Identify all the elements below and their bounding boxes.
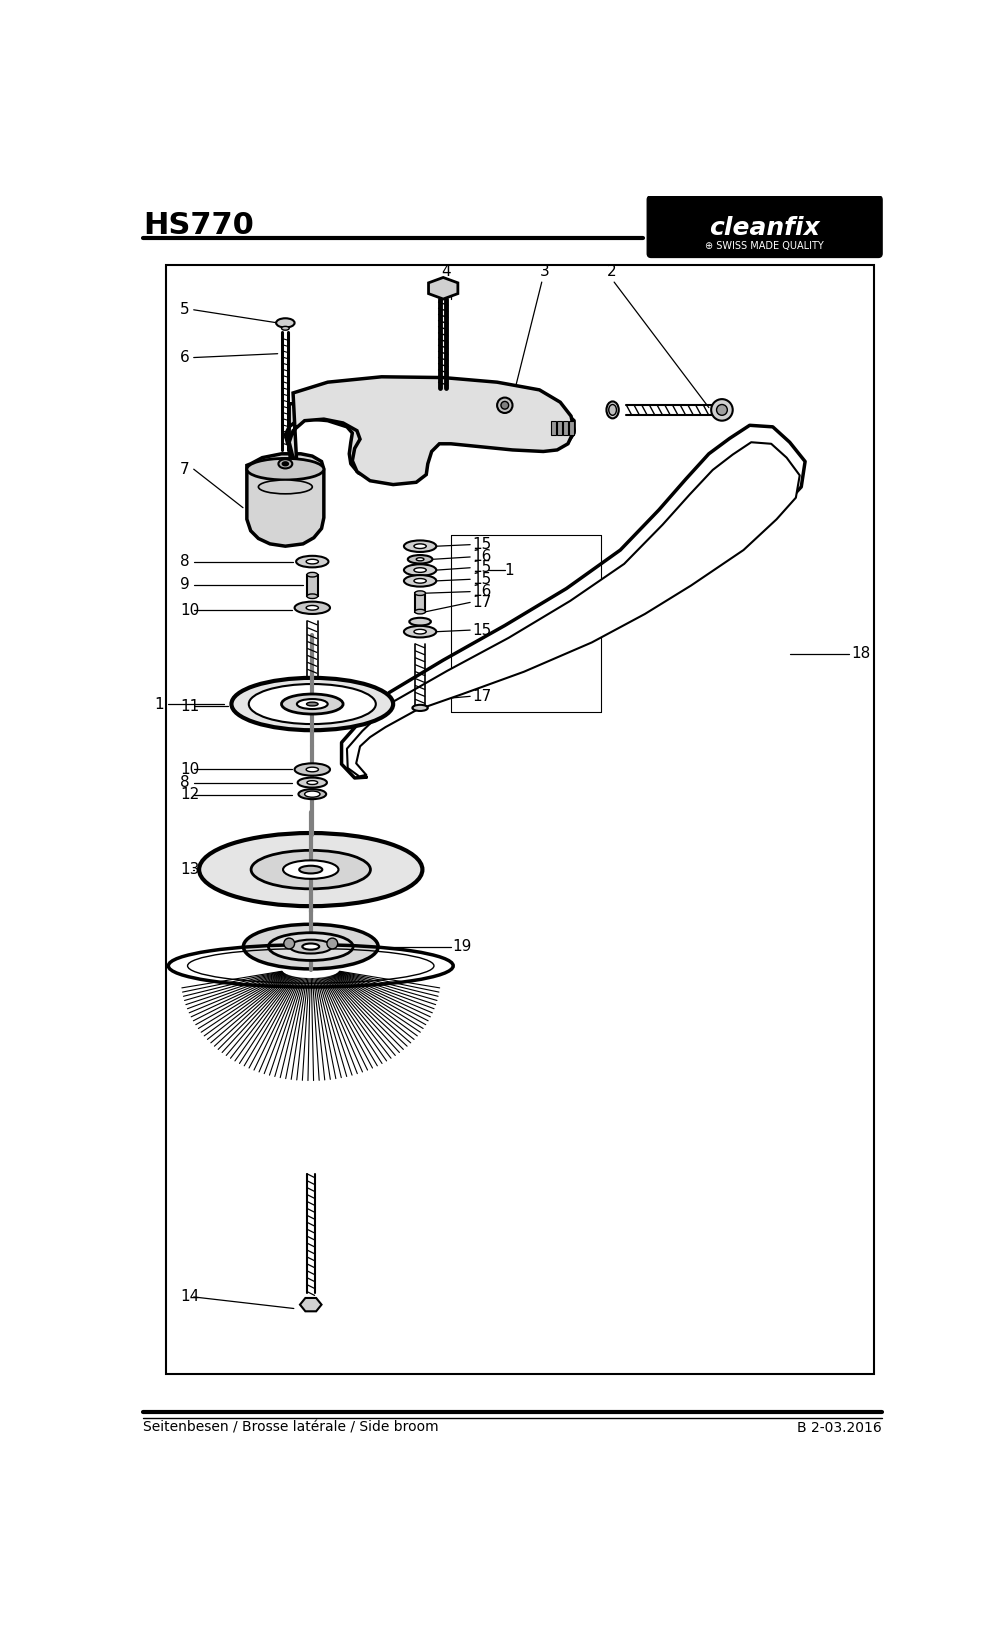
Ellipse shape [409, 619, 431, 625]
Polygon shape [289, 377, 574, 485]
Ellipse shape [298, 777, 327, 788]
Ellipse shape [408, 555, 432, 563]
Polygon shape [247, 454, 324, 547]
Ellipse shape [404, 627, 436, 638]
Ellipse shape [282, 462, 288, 465]
Ellipse shape [414, 578, 426, 583]
Ellipse shape [298, 790, 326, 800]
Ellipse shape [258, 480, 312, 494]
Ellipse shape [414, 630, 426, 633]
Text: 6: 6 [180, 349, 190, 366]
Text: B 2-03.2016: B 2-03.2016 [797, 1421, 882, 1435]
Text: 10: 10 [180, 602, 199, 617]
Circle shape [717, 405, 727, 415]
Text: 11: 11 [180, 698, 199, 713]
Ellipse shape [243, 924, 378, 969]
Ellipse shape [231, 677, 393, 730]
Circle shape [327, 938, 338, 948]
Ellipse shape [404, 540, 436, 552]
Bar [307, 574, 318, 596]
Bar [569, 421, 574, 434]
Text: 16: 16 [472, 550, 492, 565]
Text: 15: 15 [472, 560, 492, 574]
Ellipse shape [302, 943, 319, 950]
Ellipse shape [268, 934, 353, 961]
Ellipse shape [299, 865, 322, 873]
Text: cleanfix: cleanfix [709, 215, 820, 240]
Ellipse shape [307, 594, 318, 599]
Ellipse shape [306, 767, 318, 772]
Text: 7: 7 [180, 462, 189, 477]
Text: 8: 8 [180, 775, 189, 790]
Text: HS770: HS770 [143, 211, 254, 240]
Text: ⊕ SWISS MADE QUALITY: ⊕ SWISS MADE QUALITY [705, 242, 824, 251]
Bar [551, 421, 556, 434]
Ellipse shape [305, 792, 320, 796]
Bar [557, 421, 562, 434]
Text: 10: 10 [180, 762, 199, 777]
Text: 16: 16 [472, 584, 492, 599]
Ellipse shape [306, 605, 318, 610]
Ellipse shape [249, 684, 376, 725]
Ellipse shape [199, 832, 422, 906]
Ellipse shape [404, 565, 436, 576]
Ellipse shape [416, 558, 424, 561]
Ellipse shape [295, 602, 330, 614]
Ellipse shape [295, 764, 330, 775]
Ellipse shape [307, 573, 318, 578]
Ellipse shape [412, 705, 428, 712]
PathPatch shape [347, 442, 800, 777]
Text: 14: 14 [180, 1289, 199, 1304]
Text: 1: 1 [154, 697, 164, 712]
Ellipse shape [307, 780, 318, 785]
Ellipse shape [283, 860, 338, 878]
Text: 15: 15 [472, 571, 492, 588]
Ellipse shape [414, 568, 426, 573]
Ellipse shape [278, 459, 292, 468]
Bar [166, 264, 874, 1374]
Ellipse shape [307, 702, 318, 707]
Text: 17: 17 [472, 689, 492, 703]
Circle shape [497, 398, 512, 413]
Ellipse shape [290, 940, 332, 953]
FancyBboxPatch shape [647, 196, 882, 258]
Text: 17: 17 [472, 596, 492, 610]
Circle shape [711, 400, 733, 421]
Text: 9: 9 [180, 578, 190, 592]
Text: 8: 8 [180, 555, 189, 570]
PathPatch shape [285, 385, 574, 480]
Bar [563, 421, 568, 434]
Text: 3: 3 [539, 264, 549, 279]
Text: 12: 12 [180, 787, 199, 803]
Ellipse shape [415, 591, 425, 596]
Text: 19: 19 [452, 938, 472, 955]
Ellipse shape [296, 557, 328, 568]
Ellipse shape [276, 318, 295, 328]
Ellipse shape [247, 459, 324, 480]
Circle shape [284, 938, 295, 948]
Text: 15: 15 [472, 537, 492, 552]
Circle shape [501, 401, 509, 410]
Ellipse shape [282, 694, 343, 715]
Text: 18: 18 [851, 646, 871, 661]
Text: 2: 2 [606, 264, 616, 279]
Ellipse shape [606, 401, 619, 418]
Ellipse shape [297, 698, 328, 708]
Text: 13: 13 [180, 862, 199, 876]
Ellipse shape [251, 850, 370, 889]
Ellipse shape [415, 609, 425, 614]
Text: 1: 1 [505, 563, 514, 578]
Text: 15: 15 [472, 623, 492, 638]
Ellipse shape [414, 543, 426, 548]
Text: 4: 4 [442, 264, 451, 279]
Ellipse shape [404, 574, 436, 586]
Ellipse shape [282, 326, 289, 330]
Polygon shape [429, 277, 458, 299]
Bar [415, 592, 425, 612]
Ellipse shape [609, 405, 616, 415]
Polygon shape [300, 1297, 322, 1310]
Text: 5: 5 [180, 302, 189, 317]
Ellipse shape [306, 560, 318, 565]
Text: Seitenbesen / Brosse latérale / Side broom: Seitenbesen / Brosse latérale / Side bro… [143, 1421, 439, 1435]
